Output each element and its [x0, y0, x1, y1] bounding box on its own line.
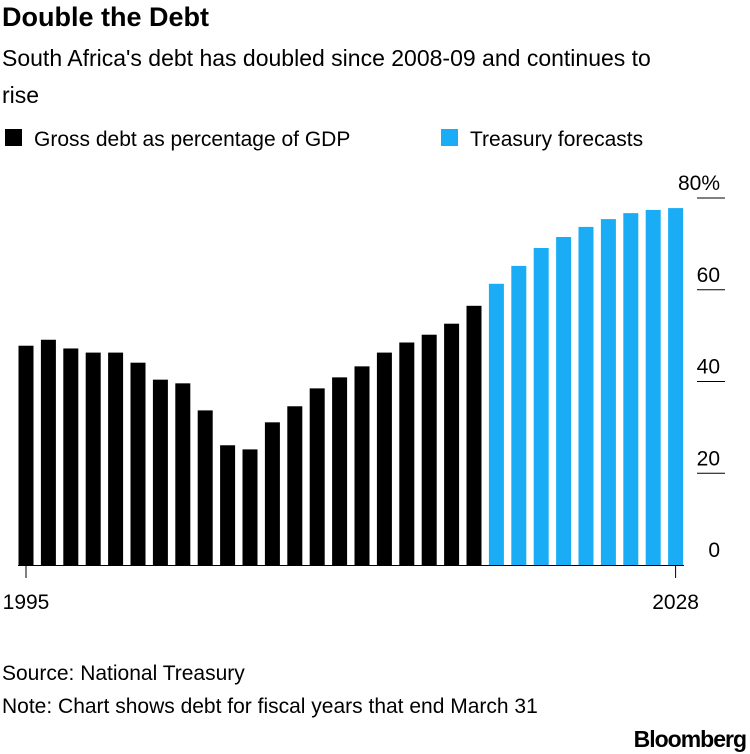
bar [488, 283, 504, 565]
bar [376, 352, 392, 565]
bar [220, 445, 236, 565]
x-tick-label: 2028 [652, 591, 699, 614]
bar [309, 388, 325, 565]
chart: Gross debt as percentage of GDP Treasury … [3, 128, 725, 614]
bar [85, 352, 101, 565]
y-tick-label: 40 [697, 356, 720, 379]
y-tick-label: 20 [697, 447, 720, 470]
bar [668, 208, 684, 565]
bar [399, 342, 415, 565]
bar [287, 406, 303, 565]
x-tick-label: 1995 [3, 591, 50, 614]
bar [40, 339, 56, 565]
bar [421, 334, 437, 565]
bar [242, 449, 258, 565]
bar [466, 305, 482, 565]
bar [108, 352, 124, 565]
bar [63, 348, 79, 565]
y-tick-label: 60 [697, 264, 720, 287]
bar [152, 379, 168, 565]
bar [18, 345, 34, 565]
note: Note: Chart shows debt for fiscal years … [2, 695, 538, 718]
source: Source: National Treasury [2, 662, 245, 685]
bar [332, 377, 348, 565]
bar [600, 219, 616, 566]
bar [578, 226, 594, 565]
legend-label: Treasury forecasts [470, 128, 643, 151]
legend-swatch [441, 129, 458, 146]
legend-swatch [5, 129, 22, 146]
bar [556, 236, 572, 565]
brand: Bloomberg [633, 726, 747, 752]
y-tick-label: 80% [678, 172, 720, 195]
y-tick-label: 0 [708, 539, 720, 562]
chart-subtitle: South Africa's debt has doubled since 20… [2, 45, 651, 108]
chart-title: Double the Debt [2, 2, 209, 32]
bar [623, 213, 639, 566]
bar [645, 209, 661, 566]
bar [354, 366, 370, 565]
bar [511, 265, 527, 565]
bar [264, 422, 280, 565]
bar [444, 323, 460, 565]
bar [533, 248, 549, 565]
legend-label: Gross debt as percentage of GDP [34, 128, 350, 151]
bar [130, 362, 146, 565]
bar [175, 383, 191, 565]
bar [197, 410, 213, 565]
